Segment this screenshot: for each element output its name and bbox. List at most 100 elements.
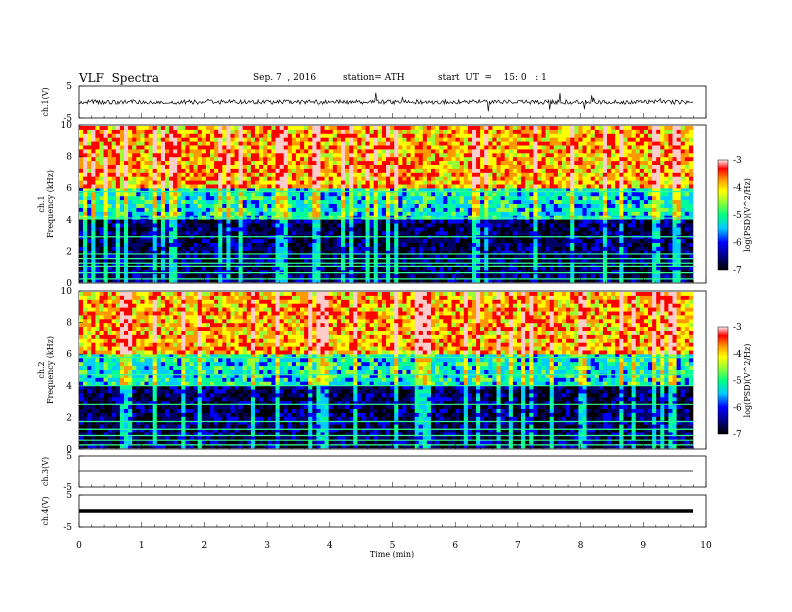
spectrogram-cell xyxy=(496,126,501,131)
spectrogram-cell xyxy=(525,153,530,158)
spectrogram-cell xyxy=(582,278,587,283)
spectrogram-cell xyxy=(128,278,133,283)
spectrogram-cell xyxy=(144,243,149,248)
spectrogram-cell xyxy=(525,211,530,216)
spectrogram-cell xyxy=(316,278,321,283)
spectrogram-cell xyxy=(328,196,334,201)
spectrogram-cell xyxy=(91,254,96,259)
spectrogram-cell xyxy=(394,157,399,162)
spectrogram-cell xyxy=(386,149,391,154)
spectrogram-cell xyxy=(87,219,92,224)
spectrogram-cell xyxy=(496,239,501,244)
spectrogram-cell xyxy=(381,172,387,177)
spectrogram-cell xyxy=(222,258,227,263)
spectrogram-cell xyxy=(218,278,223,283)
spectrogram-cell xyxy=(99,141,104,146)
spectrogram-cell xyxy=(91,137,96,142)
spectrogram-cell xyxy=(553,258,559,263)
spectrogram-cell xyxy=(533,172,538,177)
spectrogram-cell xyxy=(234,262,239,267)
spectrogram-cell xyxy=(210,172,215,177)
spectrogram-cell xyxy=(406,196,411,201)
spectrogram-cell xyxy=(283,262,289,267)
spectrogram-cell xyxy=(238,133,243,138)
spectrogram-cell xyxy=(156,219,162,224)
spectrogram-cell xyxy=(553,227,559,232)
spectrogram-cell xyxy=(324,180,329,185)
spectrogram-cell xyxy=(570,258,575,263)
spectrogram-cell xyxy=(480,137,485,142)
spectrogram-cell xyxy=(459,200,465,205)
spectrogram-cell xyxy=(152,180,158,185)
spectrogram-cell xyxy=(173,207,178,213)
spectrogram-cell xyxy=(439,246,444,252)
spectrogram-cell xyxy=(574,176,579,181)
spectrogram-cell xyxy=(541,129,546,135)
spectrogram-cell xyxy=(447,157,452,162)
spectrogram-cell xyxy=(152,172,158,177)
spectrogram-cell xyxy=(201,231,207,236)
spectrogram-cell xyxy=(91,246,96,252)
spectrogram-cell xyxy=(549,176,555,181)
spectrogram-cell xyxy=(210,176,215,181)
spectrogram-cell xyxy=(529,133,534,138)
spectrogram-cell xyxy=(361,250,366,255)
spectrogram-cell xyxy=(578,239,583,244)
spectrogram-cell xyxy=(492,219,497,224)
spectrogram-cell xyxy=(398,274,403,279)
spectrogram-cell xyxy=(455,141,460,146)
spectrogram-cell xyxy=(193,153,198,158)
spectrogram-cell xyxy=(435,254,440,259)
spectrogram-cell xyxy=(533,239,538,244)
spectrogram-cell xyxy=(111,126,117,131)
spectrogram-cell xyxy=(541,172,546,177)
spectrogram-cell xyxy=(160,274,166,279)
spectrogram-cell xyxy=(234,243,239,248)
spectrogram-cell xyxy=(414,172,420,177)
spectrogram-cell xyxy=(115,137,121,142)
spectrogram-cell xyxy=(541,274,546,279)
spectrogram-cell xyxy=(525,246,530,252)
spectrogram-cell xyxy=(136,196,141,201)
spectrogram-cell xyxy=(365,161,370,166)
spectrogram-cell xyxy=(500,250,505,255)
spectrogram-cell xyxy=(381,165,387,170)
spectrogram-cell xyxy=(537,227,542,232)
spectrogram-cell xyxy=(410,192,415,197)
spectrogram-cell xyxy=(541,149,546,154)
spectrogram-cell xyxy=(566,211,571,216)
spectrogram-cell xyxy=(214,207,219,213)
spectrogram-cell xyxy=(529,176,534,181)
spectrogram-cell xyxy=(107,227,113,232)
spectrogram-cell xyxy=(578,149,583,154)
spectrogram-cell xyxy=(541,254,546,259)
spectrogram-cell xyxy=(144,204,149,209)
spectrogram-cell xyxy=(455,192,460,197)
spectrogram-cell xyxy=(562,204,567,209)
spectrogram-cell xyxy=(439,129,444,135)
spectrogram-cell xyxy=(426,250,432,255)
spectrogram-cell xyxy=(201,262,207,267)
spectrogram-cell xyxy=(230,176,235,181)
spectrogram-cell xyxy=(349,176,354,181)
spectrogram-cell xyxy=(541,258,546,263)
spectrogram-cell xyxy=(144,161,149,166)
spectrogram-cell xyxy=(132,223,137,228)
spectrogram-cell xyxy=(512,153,518,158)
spectrogram-cell xyxy=(353,192,358,197)
spectrogram-cell xyxy=(410,250,415,255)
spectrogram-cell xyxy=(148,168,153,174)
spectrogram-cell xyxy=(259,204,264,209)
spectrogram-cell xyxy=(406,266,411,271)
spectrogram-cell xyxy=(267,188,272,193)
spectrogram-cell xyxy=(140,204,145,209)
spectrogram-cell xyxy=(242,231,248,236)
spectrogram-cell xyxy=(525,126,530,131)
spectrogram-cell xyxy=(578,188,583,193)
spectrogram-cell xyxy=(132,200,137,205)
spectrogram-cell xyxy=(79,246,84,252)
spectrogram-cell xyxy=(451,196,456,201)
spectrogram-cell xyxy=(451,266,456,271)
spectrogram-cell xyxy=(549,126,555,131)
spectrogram-cell xyxy=(111,266,117,271)
